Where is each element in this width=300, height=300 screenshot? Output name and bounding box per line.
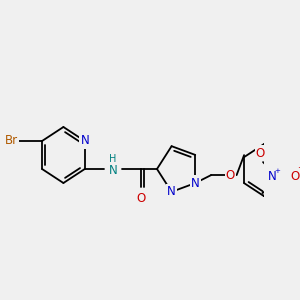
Text: N: N: [167, 185, 176, 198]
Text: N: N: [191, 177, 200, 190]
Text: O: O: [136, 191, 146, 205]
Text: O: O: [226, 169, 235, 182]
Text: O: O: [290, 169, 299, 183]
Text: H: H: [109, 154, 117, 164]
Text: −: −: [297, 164, 300, 172]
Text: N: N: [80, 134, 89, 148]
Text: O: O: [256, 147, 265, 160]
Text: Br: Br: [5, 134, 18, 148]
Text: N: N: [109, 164, 117, 178]
Text: N: N: [268, 169, 277, 183]
Text: +: +: [274, 168, 280, 174]
